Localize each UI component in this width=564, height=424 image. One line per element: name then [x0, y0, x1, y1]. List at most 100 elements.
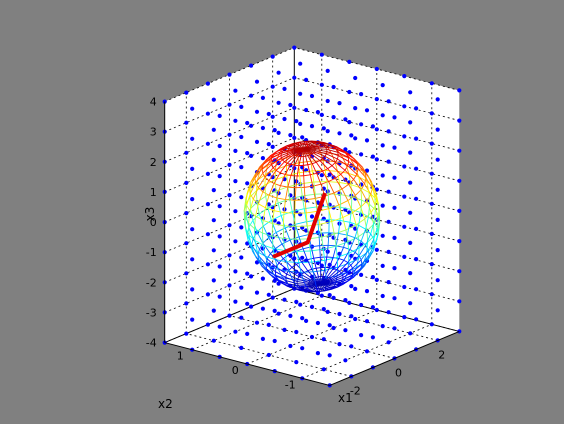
- scatter-point: [206, 232, 210, 236]
- scatter-point: [267, 323, 271, 327]
- scatter-point: [249, 154, 253, 158]
- scatter-point: [381, 83, 385, 87]
- scatter-point: [233, 209, 237, 213]
- scatter-point: [227, 253, 231, 257]
- scatter-point: [212, 278, 216, 282]
- scatter-point: [271, 115, 275, 119]
- scatter-point: [371, 335, 375, 339]
- scatter-point: [218, 174, 222, 178]
- scatter-point: [430, 142, 434, 146]
- scatter-point: [392, 206, 396, 210]
- scatter-point: [337, 131, 341, 135]
- scatter-point: [277, 71, 281, 75]
- scatter-point: [261, 126, 265, 130]
- scatter-point: [184, 301, 188, 305]
- scatter-point: [436, 278, 440, 282]
- scatter-point: [332, 115, 336, 119]
- scatter-point: [375, 157, 379, 161]
- scatter-point: [227, 133, 231, 137]
- scatter-point: [408, 331, 412, 335]
- scatter-point: [249, 305, 253, 309]
- scatter-point: [184, 241, 188, 245]
- scatter-point: [402, 74, 406, 78]
- scatter-point: [359, 333, 363, 337]
- scatter-point: [239, 316, 243, 320]
- wire-segment: [303, 165, 308, 166]
- scatter-point: [249, 124, 253, 128]
- scatter-point: [414, 257, 418, 261]
- scatter-point: [273, 128, 277, 132]
- scatter-point: [320, 294, 324, 298]
- scatter-point: [414, 227, 418, 231]
- scatter-point: [326, 99, 330, 103]
- scatter-point: [239, 105, 243, 109]
- scatter-point: [233, 179, 237, 183]
- scatter-point: [298, 122, 302, 126]
- scatter-point: [249, 94, 253, 98]
- scatter-point: [402, 285, 406, 289]
- scatter-point: [292, 46, 296, 50]
- scatter-point: [414, 137, 418, 141]
- scatter-point: [436, 308, 440, 312]
- y-tick-label: 1: [177, 350, 184, 363]
- scatter-point: [457, 329, 461, 333]
- scatter-point: [353, 317, 357, 321]
- scatter-point: [359, 303, 363, 307]
- scatter-point: [392, 176, 396, 180]
- scatter-point: [430, 202, 434, 206]
- scatter-point: [381, 143, 385, 147]
- scatter-point: [408, 151, 412, 155]
- scatter-point: [381, 204, 385, 208]
- scatter-point: [245, 181, 249, 185]
- scatter-point: [430, 111, 434, 115]
- scatter-point: [190, 107, 194, 111]
- scatter-point: [316, 110, 320, 114]
- scatter-point: [261, 307, 265, 311]
- scatter-point: [402, 164, 406, 168]
- scatter-point: [277, 312, 281, 316]
- scatter-point: [288, 103, 292, 107]
- scatter-point: [387, 190, 391, 194]
- scatter-point: [436, 188, 440, 192]
- wire-segment: [250, 197, 251, 209]
- scatter-point: [304, 319, 308, 323]
- scatter-point: [227, 314, 231, 318]
- scatter-point: [365, 289, 369, 293]
- scatter-point: [184, 151, 188, 155]
- scatter-point: [298, 303, 302, 307]
- scatter-point: [387, 340, 391, 344]
- scatter-point: [245, 121, 249, 125]
- scatter-point: [457, 299, 461, 303]
- scatter-point: [430, 322, 434, 326]
- z-axis-label: x3: [143, 207, 157, 222]
- scatter-point: [343, 117, 347, 121]
- scatter-point: [271, 55, 275, 59]
- scatter-point: [267, 112, 271, 116]
- z-tick-label: 4: [150, 96, 157, 109]
- wire-segment: [249, 223, 250, 235]
- wire-segment: [304, 176, 305, 188]
- scatter-point: [310, 124, 314, 128]
- scatter-point: [392, 326, 396, 330]
- scatter-point: [343, 328, 347, 332]
- scatter-point: [347, 120, 351, 124]
- wire-segment: [369, 192, 370, 204]
- scatter-point: [282, 298, 286, 302]
- scatter-point: [359, 273, 363, 277]
- scatter-point: [218, 144, 222, 148]
- scatter-point: [233, 89, 237, 93]
- scatter-point: [387, 280, 391, 284]
- scatter-point: [337, 101, 341, 105]
- scatter-point: [190, 137, 194, 141]
- scatter-point: [206, 262, 210, 266]
- scatter-point: [300, 256, 304, 260]
- scatter-point: [304, 78, 308, 82]
- scatter-point: [239, 286, 243, 290]
- scatter-point: [267, 142, 271, 146]
- scatter-point: [310, 335, 314, 339]
- scatter-point: [371, 124, 375, 128]
- scatter-point: [392, 236, 396, 240]
- scatter-point: [408, 301, 412, 305]
- scatter-point: [245, 272, 249, 276]
- scatter-point: [375, 278, 379, 282]
